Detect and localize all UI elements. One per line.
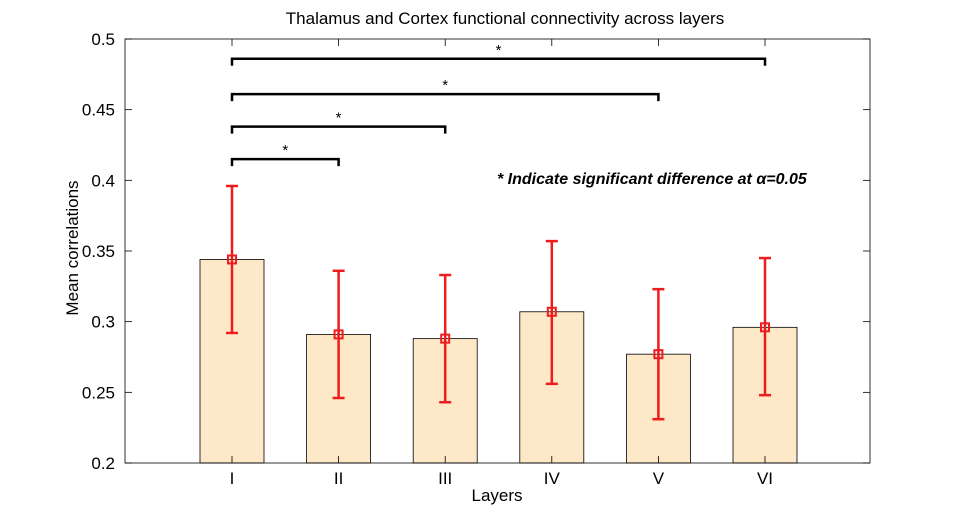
plot-area: 0.20.250.30.350.40.450.5I II III IV V VI**** [82, 30, 871, 488]
mean-marker-V [653, 349, 664, 360]
x-tick-label-II: II [334, 469, 343, 488]
y-tick-label: 0.45 [82, 101, 115, 120]
mean-marker-III [440, 333, 451, 344]
significance-star-I-III: * [336, 110, 342, 127]
significance-star-I-V: * [442, 77, 448, 94]
y-tick-label: 0.4 [91, 171, 115, 190]
y-tick-label: 0.25 [82, 383, 115, 402]
x-tick-label-V: V [653, 469, 665, 488]
mean-marker-IV [546, 306, 557, 317]
mean-marker-I [227, 254, 237, 265]
x-tick-label-VI: VI [757, 469, 773, 488]
significance-note: * Indicate significant difference at α=0… [497, 171, 808, 188]
significance-star-I-VI: * [496, 42, 502, 59]
chart-title: Thalamus and Cortex functional connectiv… [286, 9, 724, 28]
y-tick-label: 0.2 [91, 454, 115, 473]
y-tick-label: 0.35 [82, 242, 115, 261]
y-tick-label: 0.3 [91, 313, 115, 332]
significance-bracket-I-II [230, 157, 340, 167]
y-tick-label: 0.5 [91, 30, 115, 49]
mean-marker-VI [760, 322, 770, 333]
significance-bracket-I-III [230, 125, 447, 134]
y-axis-label: Mean correlations [63, 180, 82, 315]
mean-marker-II [333, 329, 344, 340]
x-tick-label-I: I [230, 469, 235, 488]
significance-bracket-I-V [230, 92, 660, 102]
significance-bracket-I-VI [230, 57, 767, 66]
significance-star-I-II: * [282, 142, 288, 159]
x-tick-label-IV: IV [544, 469, 561, 488]
x-tick-label-III: III [438, 469, 452, 488]
x-axis-label: Layers [471, 486, 522, 505]
